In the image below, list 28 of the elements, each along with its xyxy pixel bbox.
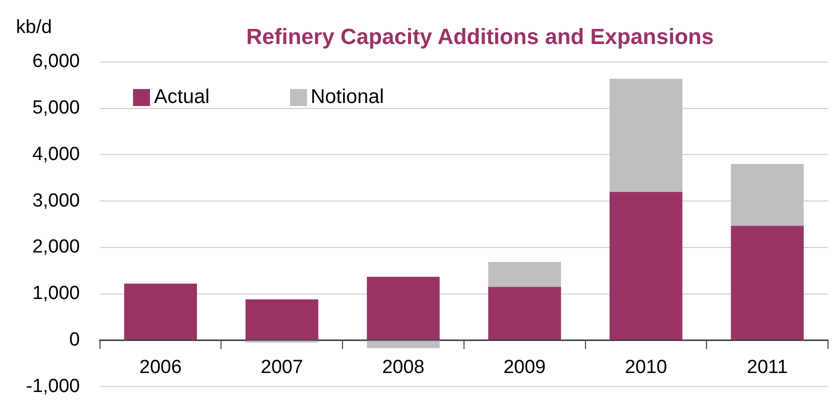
bar	[730, 164, 804, 226]
y-tick-label: 2,000	[32, 236, 80, 258]
x-tick-label: 2008	[382, 356, 424, 378]
x-tick-label: 2009	[503, 356, 546, 378]
chart-title: Refinery Capacity Additions and Expansions	[245, 24, 715, 50]
bar	[488, 262, 562, 287]
legend-label: Notional	[310, 86, 384, 109]
x-tick-label: 2007	[260, 356, 304, 378]
x-tick-label: 2006	[139, 356, 182, 378]
bar	[366, 276, 440, 340]
bar	[610, 192, 682, 340]
bar	[124, 284, 197, 340]
legend-label: Actual	[154, 86, 210, 109]
bar	[488, 286, 562, 340]
bar	[366, 340, 440, 348]
y-tick-label: 4,000	[32, 144, 80, 165]
y-tick-label: 5,000	[32, 98, 80, 119]
y-tick-label: 0	[69, 329, 80, 350]
bar	[246, 299, 318, 340]
x-tick-label: 2011	[746, 356, 788, 378]
y-tick-label: 3,000	[32, 190, 80, 212]
bar	[730, 226, 804, 340]
y-tick-label: -1,000	[26, 376, 80, 397]
y-axis-title: kb/d	[16, 17, 52, 39]
y-tick-label: 6,000	[32, 51, 80, 72]
x-tick-label: 2010	[624, 356, 668, 378]
bar	[610, 78, 682, 192]
y-tick-label: 1,000	[32, 283, 80, 304]
